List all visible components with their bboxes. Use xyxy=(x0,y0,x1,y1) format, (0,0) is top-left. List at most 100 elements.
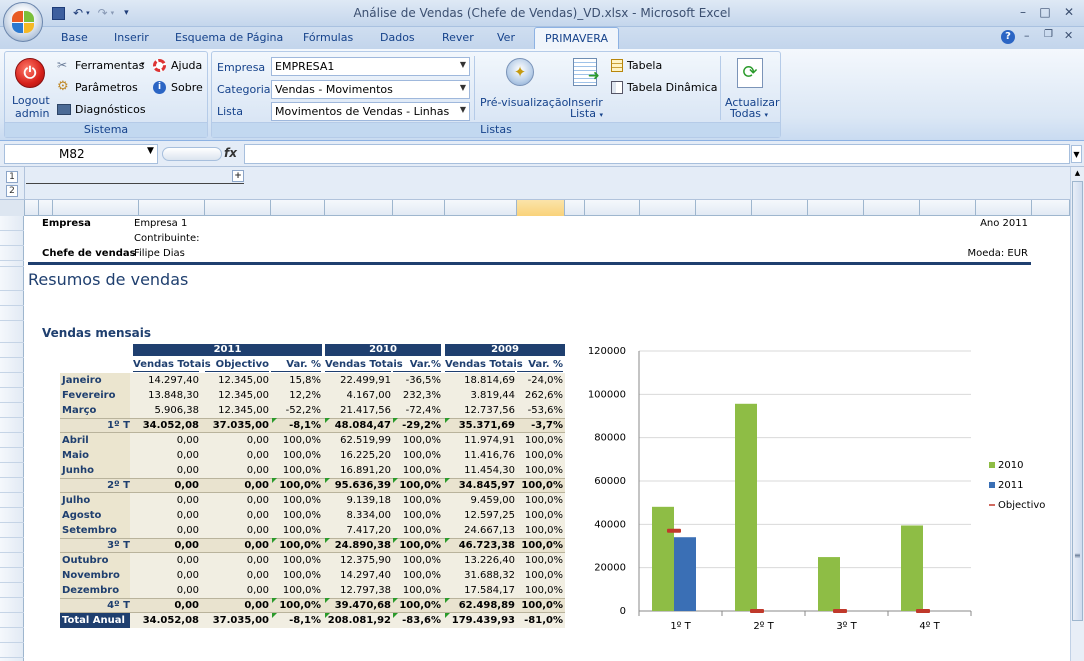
tab-formulas[interactable]: Fórmulas xyxy=(303,31,354,44)
inserir-lista-button[interactable]: ➜ Inserir Lista ▾ xyxy=(566,56,606,120)
column-header-m[interactable] xyxy=(517,200,565,216)
ajuda-button[interactable]: Ajuda xyxy=(152,58,207,74)
ribbon-restore-icon[interactable]: ❐ xyxy=(1044,29,1053,40)
insert-function-button[interactable]: fx xyxy=(224,146,237,160)
formula-input[interactable] xyxy=(244,144,1070,164)
row-header-29[interactable] xyxy=(0,628,24,643)
column-header-v[interactable] xyxy=(976,200,1032,216)
maximize-button[interactable]: □ xyxy=(1039,5,1051,19)
tab-rever[interactable]: Rever xyxy=(442,31,474,44)
tabela-dinamica-button[interactable]: Tabela Dinâmica xyxy=(610,80,718,96)
help-icon[interactable]: ? xyxy=(1001,30,1015,44)
tab-ver[interactable]: Ver xyxy=(497,31,515,44)
row-header-25[interactable] xyxy=(0,568,24,583)
tab-dados[interactable]: Dados xyxy=(380,31,415,44)
row-header-2[interactable] xyxy=(0,216,24,231)
categoria-combo[interactable]: Vendas - Movimentos ▼ xyxy=(271,80,470,99)
parametros-button[interactable]: ⚙ Parâmetros xyxy=(55,79,150,96)
worksheet-grid[interactable]: Empresa Empresa 1 Contribuinte: Chefe de ve… xyxy=(24,216,1070,661)
row-header-12[interactable] xyxy=(0,373,24,388)
ribbon-close-icon[interactable]: ✕ xyxy=(1064,29,1074,42)
column-header-l[interactable] xyxy=(445,200,517,216)
column-header-s[interactable] xyxy=(808,200,864,216)
formula-round-handle[interactable] xyxy=(162,147,222,161)
ribbon-minimize-icon[interactable]: – xyxy=(1024,29,1030,42)
diagnosticos-button[interactable]: Diagnósticos xyxy=(55,102,155,118)
column-header-j[interactable] xyxy=(325,200,393,216)
row-header-18[interactable] xyxy=(0,463,24,478)
column-header-e[interactable] xyxy=(139,200,205,216)
empresa-combo[interactable]: EMPRESA1 ▼ xyxy=(271,57,470,76)
pre-visualizacao-button[interactable]: ✦ Pré-visualização xyxy=(478,56,568,118)
row-header-14[interactable] xyxy=(0,403,24,418)
row-header-27[interactable] xyxy=(0,598,24,613)
row-header-5[interactable] xyxy=(0,261,24,267)
outline-level-1-button[interactable]: 1 xyxy=(6,171,18,183)
row-header-22[interactable] xyxy=(0,523,24,538)
tab-esquema-de-pagina[interactable]: Esquema de Página xyxy=(175,31,284,44)
row-header-3[interactable] xyxy=(0,231,24,246)
outline-level-2-button[interactable]: 2 xyxy=(6,185,18,197)
column-header-a[interactable] xyxy=(25,200,39,216)
undo-icon[interactable]: ↶ xyxy=(73,6,84,20)
row-header-15[interactable] xyxy=(0,418,24,433)
column-header-c[interactable] xyxy=(53,200,139,216)
save-icon[interactable] xyxy=(52,6,65,20)
column-header-q[interactable] xyxy=(696,200,752,216)
column-header-r[interactable] xyxy=(752,200,808,216)
sales-chart[interactable]: 0 20000 40000 60000 80000 100000 120000 1º T 2º … xyxy=(584,337,1054,632)
redo-dropdown-icon[interactable]: ▾ xyxy=(110,9,115,17)
column-header-b[interactable] xyxy=(39,200,53,216)
column-header-w[interactable] xyxy=(1032,200,1070,216)
row-header-7[interactable] xyxy=(0,291,24,306)
row-header-13[interactable] xyxy=(0,388,24,403)
column-header-n[interactable] xyxy=(565,200,585,216)
row-header-4[interactable] xyxy=(0,246,24,261)
tab-inserir[interactable]: Inserir xyxy=(114,31,149,44)
row-header-16[interactable] xyxy=(0,433,24,448)
row-header-24[interactable] xyxy=(0,553,24,568)
office-button[interactable] xyxy=(3,2,43,42)
column-header-h[interactable] xyxy=(205,200,271,216)
actualizar-todas-button[interactable]: ⟳ Actualizar Todas ▾ xyxy=(723,56,780,120)
logout-button[interactable]: ⏻ Logout admin xyxy=(9,56,53,120)
column-header-t[interactable] xyxy=(864,200,920,216)
row-header-28[interactable] xyxy=(0,613,24,628)
column-header-i[interactable] xyxy=(271,200,325,216)
row-header-23[interactable] xyxy=(0,538,24,553)
row-header-20[interactable] xyxy=(0,493,24,508)
expand-formula-bar-icon[interactable]: ▼ xyxy=(1071,145,1082,163)
tabela-button[interactable]: Tabela xyxy=(610,58,670,74)
expand-group-button[interactable]: + xyxy=(232,170,244,182)
column-header-o[interactable] xyxy=(585,200,640,216)
undo-dropdown-icon[interactable]: ▾ xyxy=(86,9,90,17)
minimize-button[interactable]: – xyxy=(1020,5,1026,19)
sobre-button[interactable]: i Sobre xyxy=(152,80,207,96)
name-box[interactable]: M82 ▼ xyxy=(4,144,158,164)
customize-qat-icon[interactable]: ▾ xyxy=(124,8,129,18)
redo-icon[interactable]: ↷ xyxy=(97,6,108,20)
lista-combo[interactable]: Movimentos de Vendas - Linhas ▼ xyxy=(271,102,470,121)
tab-base[interactable]: Base xyxy=(61,31,88,44)
row-header-8[interactable] xyxy=(0,306,24,321)
column-header-u[interactable] xyxy=(920,200,976,216)
row-header-10[interactable] xyxy=(0,343,24,358)
row-header-21[interactable] xyxy=(0,508,24,523)
row-header-17[interactable] xyxy=(0,448,24,463)
tab-primavera[interactable]: PRIMAVERA xyxy=(534,27,620,50)
scroll-up-icon[interactable]: ▲ xyxy=(1074,169,1081,177)
column-header-k[interactable] xyxy=(393,200,445,216)
select-all-button[interactable] xyxy=(0,200,25,216)
vertical-scrollbar[interactable]: ▲ ≡ xyxy=(1070,167,1084,661)
info-icon: i xyxy=(153,81,166,94)
close-button[interactable]: ✕ xyxy=(1063,5,1075,19)
row-header-30[interactable] xyxy=(0,643,24,658)
column-header-p[interactable] xyxy=(640,200,696,216)
ferramentas-button[interactable]: ✂ Ferramentas ▾ xyxy=(55,58,150,74)
row-header-19[interactable] xyxy=(0,478,24,493)
row-header-26[interactable] xyxy=(0,583,24,598)
row-header-6[interactable] xyxy=(0,267,24,291)
row-header-11[interactable] xyxy=(0,358,24,373)
scroll-thumb[interactable] xyxy=(1072,181,1083,621)
row-header-9[interactable] xyxy=(0,321,24,343)
